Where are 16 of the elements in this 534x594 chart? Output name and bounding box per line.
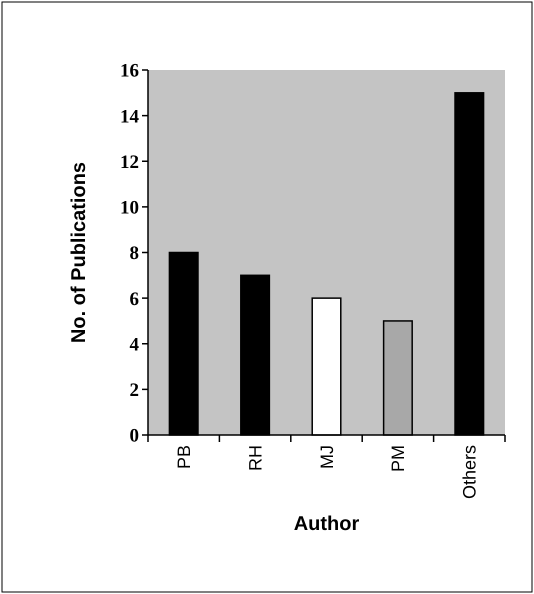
y-tick-label: 4 (130, 334, 140, 356)
y-tick-label: 0 (130, 426, 139, 447)
x-tick-label: Others (460, 445, 480, 500)
y-axis-title: No. of Publications (68, 162, 90, 344)
y-tick-label: 8 (130, 243, 139, 264)
y-tick-label: 12 (120, 152, 139, 173)
y-tick-label: 10 (120, 198, 139, 219)
x-axis-title: Author (294, 513, 360, 535)
y-tick-label: 6 (130, 288, 139, 310)
x-tick-label: MJ (316, 445, 337, 469)
x-tick-label: PB (174, 445, 194, 470)
y-tick-label: 14 (120, 106, 140, 128)
y-tick-label: 16 (120, 60, 139, 82)
x-tick-label: PM (388, 445, 408, 472)
x-tick-label: RH (245, 445, 266, 471)
y-tick-label: 2 (130, 380, 139, 402)
